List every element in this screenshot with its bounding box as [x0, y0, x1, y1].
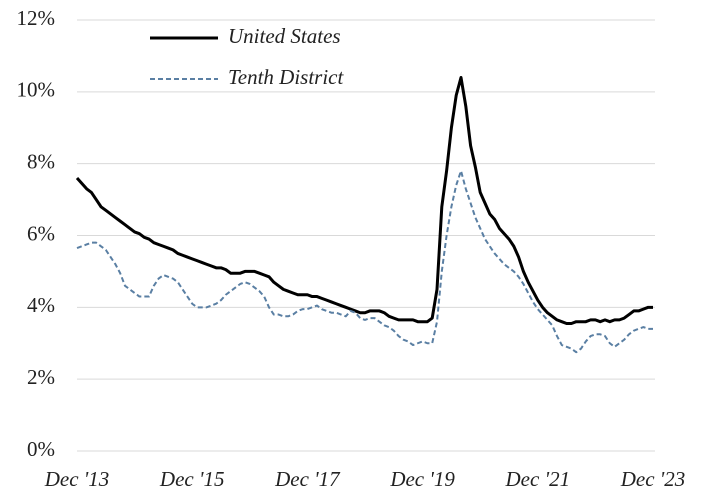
x-tick-label: Dec '19: [389, 467, 455, 491]
y-tick-label: 12%: [17, 6, 56, 30]
y-tick-label: 8%: [27, 149, 55, 173]
x-tick-label: Dec '21: [505, 467, 571, 491]
y-tick-label: 2%: [27, 365, 55, 389]
legend-label: United States: [228, 24, 341, 48]
y-tick-label: 4%: [27, 293, 55, 317]
x-tick-label: Dec '15: [159, 467, 225, 491]
y-tick-label: 10%: [17, 78, 56, 102]
y-tick-label: 6%: [27, 221, 55, 245]
legend-label: Tenth District: [228, 65, 344, 89]
x-tick-label: Dec '17: [274, 467, 341, 491]
x-tick-label: Dec '13: [44, 467, 110, 491]
series-line: [76, 169, 653, 354]
x-tick-label: Dec '23: [620, 467, 686, 491]
series-line: [75, 75, 653, 325]
y-tick-label: 0%: [27, 437, 55, 461]
